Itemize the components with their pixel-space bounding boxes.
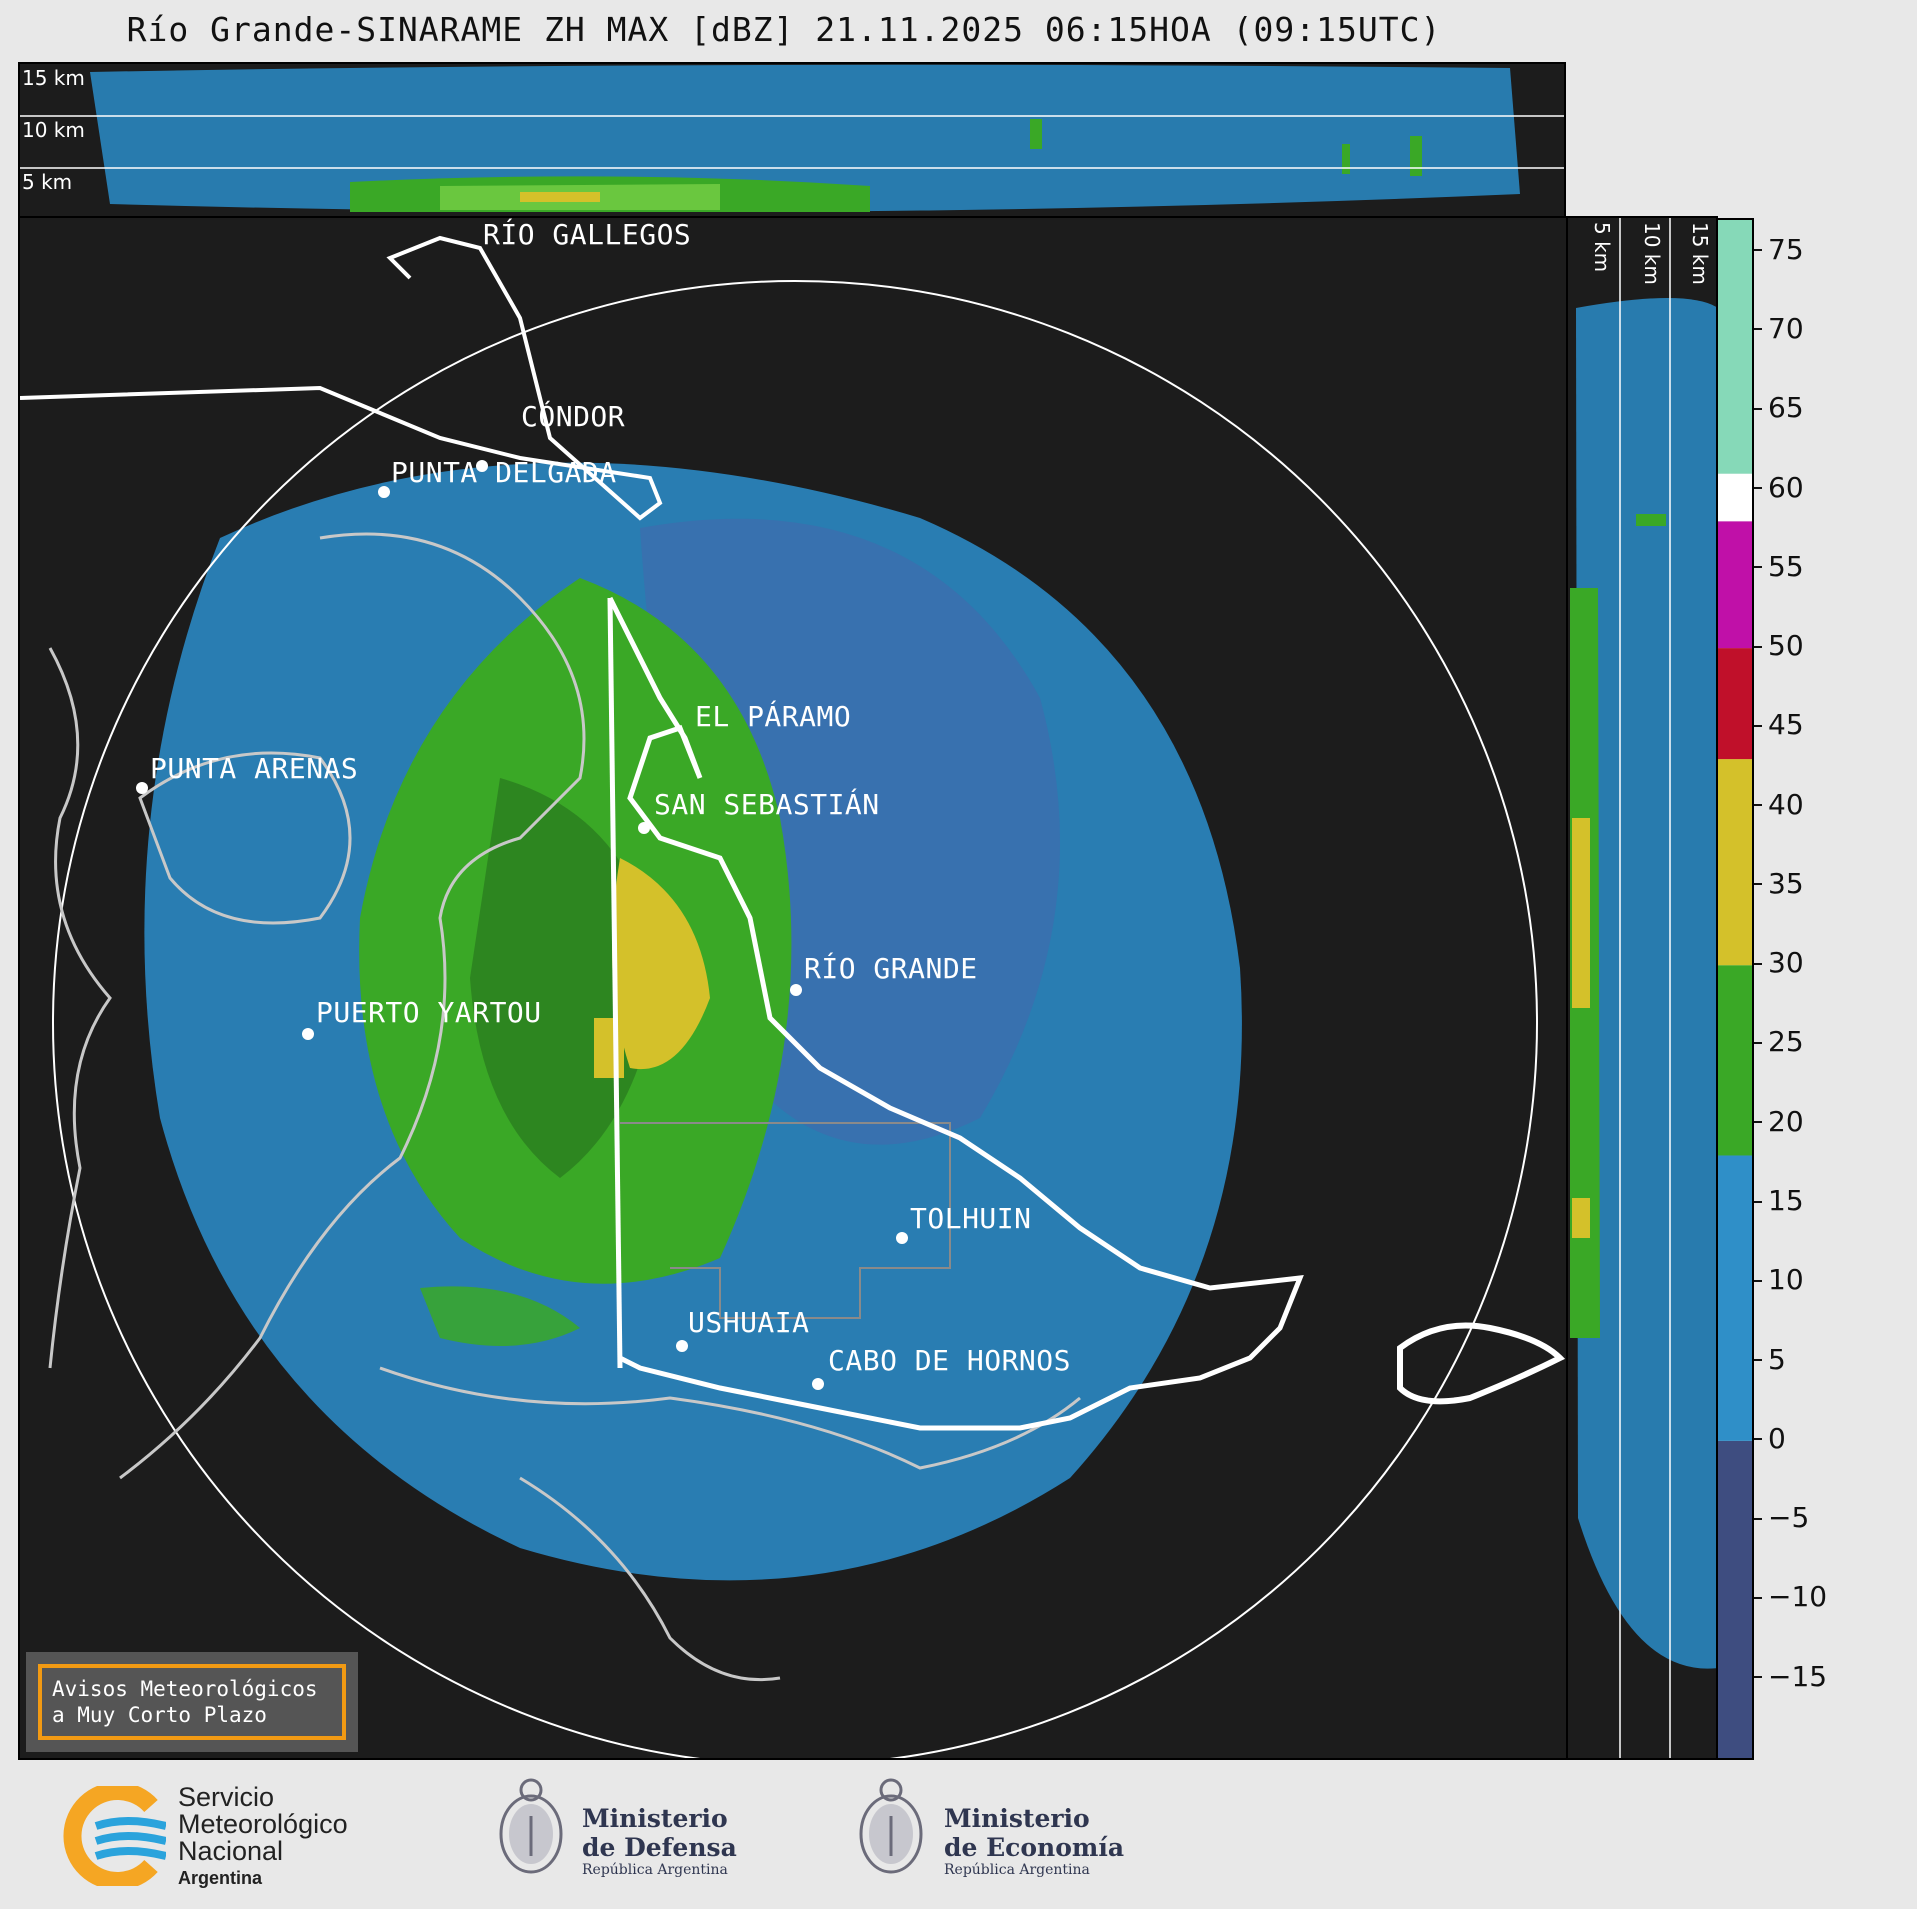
city-label-san-sebastian: SAN SEBASTIÁN [654, 788, 880, 821]
side-profile-label-15km: 15 km [1688, 222, 1712, 285]
city-label-puerto-yartou: PUERTO YARTOU [316, 996, 542, 1029]
city-label-rio-gallegos: RÍO GALLEGOS [483, 218, 692, 251]
economia-line-3: República Argentina [944, 1862, 1090, 1878]
smn-logo-icon [63, 1786, 166, 1886]
city-label-el-paramo: EL PÁRAMO [695, 700, 852, 733]
city-marker-cabo-de-hornos [812, 1378, 824, 1390]
defensa-seal-icon [499, 1778, 563, 1874]
smn-line-4: Argentina [178, 1868, 263, 1888]
colorbar-band-5 [1718, 521, 1752, 649]
colorbar-tick-label: 50 [1754, 629, 1804, 662]
city-label-rio-grande: RÍO GRANDE [804, 952, 978, 985]
short-term-warnings-box[interactable]: Avisos Meteorológicos a Muy Corto Plazo [26, 1652, 358, 1752]
city-marker-puerto-yartou [302, 1028, 314, 1040]
defensa-line-3: República Argentina [582, 1862, 728, 1878]
colorbar-tick-label: 25 [1754, 1025, 1804, 1058]
city-marker-ushuaia [676, 1340, 688, 1352]
city-label-condor: CÓNDOR [521, 400, 626, 433]
city-label-ushuaia: USHUAIA [688, 1306, 810, 1339]
colorbar-tick-label: 0 [1754, 1422, 1786, 1455]
smn-logo-text: Servicio Meteorológico Nacional Argentin… [178, 1784, 348, 1892]
colorbar-band-2 [1718, 965, 1752, 1156]
colorbar-tick-label: 15 [1754, 1184, 1804, 1217]
colorbar-band-3 [1718, 759, 1752, 966]
economia-line-2: de Economía [944, 1833, 1125, 1862]
side-profile-label-10km: 10 km [1640, 222, 1664, 285]
colorbar-band-4 [1718, 648, 1752, 760]
colorbar-tick-label: −15 [1754, 1660, 1827, 1693]
city-label-tolhuin: TOLHUIN [910, 1202, 1032, 1235]
smn-line-2: Meteorológico [178, 1809, 348, 1839]
city-marker-condor [476, 460, 488, 472]
city-label-punta-delgada: PUNTA DELGADA [391, 456, 617, 489]
colorbar-tick-label: 55 [1754, 550, 1804, 583]
city-label-punta-arenas: PUNTA ARENAS [150, 752, 359, 785]
colorbar-tick-label: 30 [1754, 946, 1804, 979]
city-marker-san-sebastian [638, 822, 650, 834]
top-height-profile: 15 km 10 km 5 km [18, 62, 1566, 218]
smn-line-3: Nacional [178, 1836, 284, 1866]
side-profile-label-5km: 5 km [1590, 222, 1614, 273]
city-marker-tolhuin [896, 1232, 908, 1244]
defensa-logo-text: Ministerio de Defensa República Argentin… [582, 1804, 737, 1878]
radar-map-canvas [20, 235, 1566, 1758]
city-label-cabo-de-hornos: CABO DE HORNOS [828, 1344, 1072, 1377]
colorbar-tick-label: 20 [1754, 1105, 1804, 1138]
colorbar-tick-label: 65 [1754, 391, 1804, 424]
top-profile-label-5km: 5 km [22, 170, 73, 194]
colorbar-band-6 [1718, 473, 1752, 522]
notice-line-2: a Muy Corto Plazo [52, 1703, 267, 1727]
economia-seal-icon [859, 1778, 923, 1874]
colorbar-tick-label: 60 [1754, 471, 1804, 504]
city-marker-punta-delgada [378, 486, 390, 498]
city-marker-rio-grande [790, 984, 802, 996]
top-profile-echo [20, 64, 1564, 212]
top-profile-label-10km: 10 km [22, 118, 85, 142]
colorbar-bands [1718, 220, 1752, 1758]
colorbar-band-0 [1718, 1440, 1752, 1758]
radar-map: RÍO GALLEGOS CÓNDOR PUNTA DELGADA PUNTA … [18, 216, 1568, 1760]
side-profile-echo [1570, 218, 1716, 1758]
map-title: Río Grande-SINARAME ZH MAX [dBZ] 21.11.2… [126, 10, 1442, 49]
defensa-line-2: de Defensa [582, 1833, 737, 1862]
colorbar-tick-label: 70 [1754, 312, 1804, 345]
colorbar-tick-label: −10 [1754, 1580, 1827, 1613]
top-profile-label-15km: 15 km [22, 66, 85, 90]
notice-line-1: Avisos Meteorológicos [52, 1677, 318, 1701]
colorbar-tick-label: 10 [1754, 1263, 1804, 1296]
colorbar-band-7 [1718, 220, 1752, 474]
colorbar-tick-label: 45 [1754, 708, 1804, 741]
smn-line-1: Servicio [178, 1782, 275, 1812]
colorbar-tick-label: 75 [1754, 233, 1804, 266]
colorbar-tick-label: 5 [1754, 1343, 1786, 1376]
colorbar-tick-label: −5 [1754, 1501, 1809, 1534]
colorbar-tick-label: 40 [1754, 788, 1804, 821]
city-marker-punta-arenas [136, 782, 148, 794]
defensa-line-1: Ministerio [582, 1804, 728, 1833]
dbz-colorbar [1716, 218, 1754, 1760]
economia-logo-text: Ministerio de Economía República Argenti… [944, 1804, 1124, 1878]
colorbar-band-1 [1718, 1155, 1752, 1441]
colorbar-tick-label: 35 [1754, 867, 1804, 900]
economia-line-1: Ministerio [944, 1804, 1090, 1833]
side-height-profile: 5 km 10 km 15 km [1566, 216, 1718, 1760]
